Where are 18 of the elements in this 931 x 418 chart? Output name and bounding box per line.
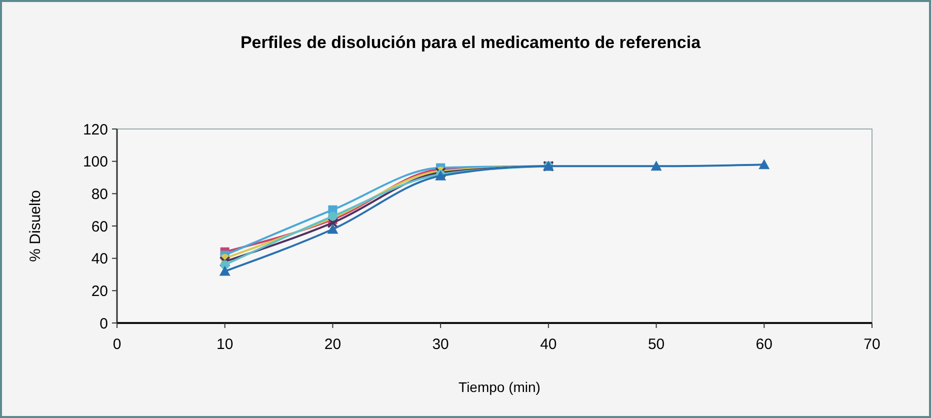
y-tick-label: 100: [82, 154, 108, 171]
y-tick-label: 40: [91, 250, 108, 268]
y-tick-label: 120: [82, 121, 108, 138]
x-tick-label: 70: [864, 336, 880, 353]
y-tick-label: 20: [91, 282, 108, 300]
x-tick-label: 30: [432, 336, 449, 353]
x-axis-title: Tiempo (min): [458, 379, 540, 395]
x-tick-label: 60: [756, 336, 772, 353]
x-tick-label: 40: [540, 336, 557, 353]
y-tick-label: 0: [100, 315, 108, 332]
y-axis-title: % Disuelto: [27, 190, 44, 262]
chart-title: Perfiles de disolución para el medicamento de referencia: [240, 33, 702, 52]
x-tick-label: 0: [112, 336, 122, 353]
y-tick-label: 80: [91, 186, 108, 203]
x-tick-label: 10: [216, 336, 234, 353]
x-tick-label: 20: [324, 336, 342, 353]
y-tick-label: 60: [91, 218, 108, 236]
x-tick-label: 50: [648, 336, 665, 353]
